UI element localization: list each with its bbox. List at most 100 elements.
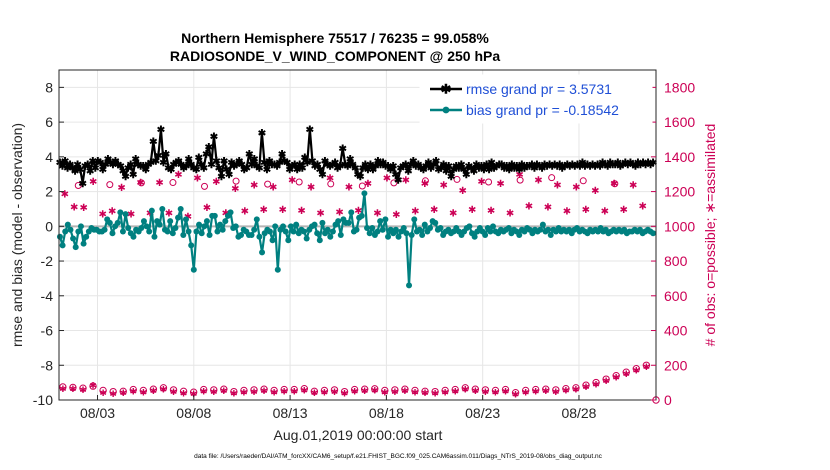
bias-point	[369, 225, 376, 232]
bias-point	[537, 226, 544, 233]
obs-assimilated-marker: ✱	[59, 384, 67, 394]
rmse-point: ✱	[58, 162, 67, 173]
bias-point	[122, 211, 129, 218]
obs-assimilated-marker: ✱	[79, 385, 87, 395]
obs-assimilated-marker: ✱	[506, 208, 514, 219]
bias-point	[348, 209, 355, 216]
obs-possible-marker	[548, 174, 556, 182]
obs-possible-marker	[340, 387, 349, 396]
obs-possible-marker	[431, 387, 439, 396]
y-tick-label: -8	[41, 357, 54, 373]
rmse-point: ✱	[596, 162, 605, 173]
y-tick-label: 0	[45, 218, 53, 234]
rmse-point: ✱	[629, 160, 638, 171]
bias-point	[177, 205, 184, 212]
legend-bias-marker	[442, 106, 450, 114]
obs-possible-marker	[260, 385, 268, 393]
obs-possible-marker	[169, 179, 177, 187]
rmse-point: ✱	[586, 162, 595, 173]
obs-possible-marker	[632, 365, 641, 373]
legend-rmse-label: rmse grand pr = 3.5731	[466, 81, 612, 97]
rmse-point: ✱	[215, 163, 224, 174]
bias-point	[101, 226, 108, 233]
obs-assimilated-marker: ✱	[119, 388, 127, 398]
chart-subtitle: RADIOSONDE_V_WIND_COMPONENT @ 250 hPa	[170, 48, 500, 64]
bias-point	[211, 212, 218, 219]
y-tick-label: -4	[41, 288, 54, 304]
rmse-point: ✱	[571, 162, 580, 173]
obs-assimilated-marker: ✱	[241, 207, 249, 218]
bias-point	[125, 225, 132, 232]
obs-assimilated-marker: ✱	[462, 385, 470, 395]
rmse-point: ✱	[553, 162, 562, 173]
rmse-point: ✱	[91, 163, 100, 174]
obs-assimilated-marker: ✱	[278, 205, 286, 216]
rmse-point: ✱	[86, 167, 95, 178]
obs-possible-marker	[532, 385, 540, 394]
y-tick-label: 8	[45, 79, 53, 95]
obs-possible-marker	[310, 387, 319, 396]
bias-point	[361, 190, 368, 197]
rmse-point: ✱	[354, 170, 363, 181]
bias-point	[146, 228, 153, 235]
rmse-point: ✱	[409, 156, 418, 167]
obs-assimilated-marker: ✱	[316, 208, 324, 219]
rmse-point: ✱	[298, 163, 307, 174]
rmse-point: ✱	[111, 156, 120, 167]
bias-point	[406, 282, 413, 289]
obs-assimilated-marker: ✱	[240, 387, 248, 397]
obs-assimilated-marker: ✱	[601, 207, 609, 218]
rmse-point: ✱	[457, 160, 466, 171]
rmse-point: ✱	[323, 160, 332, 171]
rmse-point: ✱	[556, 160, 565, 171]
obs-possible-marker	[74, 182, 82, 189]
rmse-point: ✱	[404, 167, 413, 178]
rmse-point: ✱	[500, 163, 509, 174]
obs-possible-marker	[350, 385, 359, 394]
obs-assimilated-marker: ✱	[544, 202, 552, 213]
rmse-point: ✱	[253, 162, 262, 173]
rmse-point: ✱	[480, 165, 489, 176]
obs-possible-marker	[129, 385, 137, 394]
bias-point	[119, 228, 126, 235]
rmse-point: ✱	[73, 160, 82, 171]
obs-assimilated-marker: ✱	[345, 182, 353, 193]
rmse-point: ✱	[225, 170, 234, 181]
obs-assimilated-marker: ✱	[109, 389, 117, 399]
obs-possible-marker	[371, 385, 379, 393]
obs-possible-marker	[320, 386, 329, 395]
bias-point	[282, 228, 289, 235]
obs-assimilated-marker: ✱	[180, 388, 188, 398]
rmse-point: ✱	[397, 163, 406, 174]
rmse-point: ✱	[422, 162, 431, 173]
rmse-point: ✱	[273, 162, 282, 173]
rmse-point: ✱	[78, 179, 87, 190]
obs-assimilated-marker: ✱	[421, 179, 429, 190]
bias-point	[416, 226, 423, 233]
rmse-point: ✱	[366, 160, 375, 171]
bias-point	[59, 242, 66, 249]
rmse-point: ✱	[598, 158, 607, 169]
rmse-point: ✱	[568, 160, 577, 171]
obs-possible-marker	[516, 176, 524, 184]
rmse-point: ✱	[245, 149, 254, 160]
obs-assimilated-marker: ✱	[522, 387, 530, 397]
obs-possible-marker	[295, 178, 303, 186]
rmse-point: ✱	[164, 163, 173, 174]
obs-assimilated-marker: ✱	[592, 380, 600, 390]
bias-point	[539, 221, 546, 228]
bias-point	[547, 232, 554, 238]
rmse-point: ✱	[265, 156, 274, 167]
rmse-point: ✱	[346, 155, 355, 166]
bias-point	[329, 228, 336, 235]
rmse-point: ✱	[331, 158, 340, 169]
rmse-point: ✱	[182, 162, 191, 173]
obs-possible-marker	[471, 385, 480, 393]
y2-tick-label: 1200	[664, 184, 695, 200]
obs-assimilated-marker: ✱	[534, 175, 542, 186]
obs-assimilated-marker: ✱	[200, 386, 208, 396]
rmse-point: ✱	[179, 163, 188, 174]
obs-assimilated-marker: ✱	[193, 174, 201, 185]
obs-assimilated-marker: ✱	[392, 210, 400, 221]
rmse-point: ✱	[109, 160, 118, 171]
